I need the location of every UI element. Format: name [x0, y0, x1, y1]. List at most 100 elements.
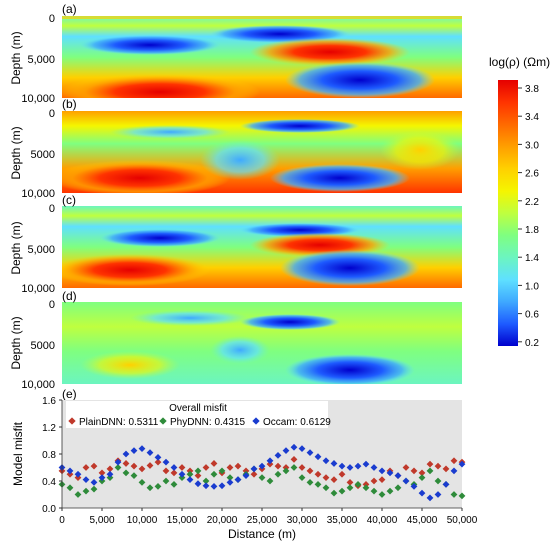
y-tick-label: 5,000	[27, 244, 55, 256]
data-point	[362, 484, 370, 492]
data-point	[82, 464, 90, 471]
y-tick-label: 10,000	[21, 379, 55, 391]
y-tick-label: 10,000	[21, 93, 55, 105]
panel-label: (d)	[62, 289, 77, 303]
data-point	[378, 467, 386, 475]
y-tick-label: 0.4	[42, 477, 56, 488]
data-point	[426, 460, 434, 468]
data-point	[370, 464, 378, 471]
data-point	[290, 464, 298, 471]
colorbar-tick-label: 0.6	[525, 310, 539, 321]
data-point	[386, 469, 394, 477]
legend-label: PhyDNN: 0.4315	[170, 417, 245, 428]
data-point	[210, 470, 218, 478]
legend-title: Overall misfit	[169, 403, 227, 414]
data-point	[378, 476, 386, 484]
data-point	[434, 491, 442, 498]
data-point	[146, 484, 154, 492]
data-point	[338, 487, 346, 495]
data-point	[242, 472, 250, 479]
data-point	[290, 443, 298, 451]
y-tick-label: 0	[49, 203, 55, 215]
x-tick-label: 50,000	[447, 515, 478, 526]
data-point	[298, 474, 306, 482]
data-point	[450, 457, 458, 465]
y-axis-title: Depth (m)	[9, 221, 23, 274]
data-point	[450, 491, 458, 498]
panel-b: (b) Depth (m) 0 5000 10,000	[9, 97, 462, 200]
y-tick-label: 5000	[31, 340, 55, 352]
legend-box	[66, 401, 328, 428]
data-point	[90, 478, 98, 486]
data-point	[450, 467, 458, 475]
data-point	[370, 487, 378, 495]
data-point	[82, 487, 90, 495]
colorbar-tick-label: 1.0	[525, 281, 539, 292]
data-point	[442, 480, 450, 488]
panel-b-image	[62, 111, 462, 193]
data-point	[138, 478, 146, 486]
panel-label: (c)	[62, 193, 76, 207]
data-point	[66, 484, 74, 492]
colorbar: log(ρ) (Ωm) 3.8 3.4 3.0 2.6 2.2 1.8 1.4 1.0 0.6 0…	[489, 55, 550, 349]
data-point	[402, 464, 410, 471]
data-point	[330, 489, 338, 497]
data-point	[394, 472, 402, 479]
data-point	[154, 458, 162, 466]
data-point	[234, 476, 242, 484]
legend: PlainDNN: 0.5311 PhyDNN: 0.4315 Occam: 0.6…	[68, 417, 331, 428]
panel-a: (a) Depth (m) 0 5,000 10,000	[9, 2, 462, 105]
data-point	[306, 449, 314, 457]
y-tick-label: 0.8	[42, 450, 56, 461]
y-tick-label: 0	[49, 299, 55, 311]
data-point	[282, 447, 290, 455]
data-point	[106, 470, 114, 478]
data-point	[330, 476, 338, 484]
data-point	[98, 469, 106, 477]
data-point	[130, 462, 138, 470]
colorbar-tick-label: 1.8	[525, 225, 539, 236]
data-point	[194, 472, 202, 479]
data-point	[226, 464, 234, 471]
data-point	[82, 476, 90, 484]
data-point	[354, 462, 362, 470]
panel-label: (e)	[62, 387, 77, 401]
data-point	[130, 447, 138, 455]
legend-label: PlainDNN: 0.5311	[79, 417, 159, 428]
x-tick-label: 20,000	[207, 515, 238, 526]
data-point	[66, 467, 74, 475]
data-point	[418, 474, 426, 482]
data-point	[274, 462, 282, 470]
x-axis: 0 5,000 10,000 15,000 20,000 25,000 30,000 35,0…	[59, 507, 478, 526]
panel-a-image	[62, 16, 462, 98]
colorbar-tick-label: 3.8	[525, 84, 539, 95]
x-tick-label: 0	[59, 515, 65, 526]
data-point	[306, 478, 314, 486]
data-point	[266, 477, 274, 485]
data-point	[338, 470, 346, 478]
legend-marker	[159, 417, 167, 425]
data-point	[258, 474, 266, 482]
data-point	[322, 457, 330, 465]
data-point	[266, 457, 274, 465]
x-tick-label: 5,000	[89, 515, 114, 526]
data-point	[122, 469, 130, 477]
data-point	[90, 462, 98, 470]
data-point	[186, 476, 194, 484]
data-point	[314, 470, 322, 478]
data-point	[298, 464, 306, 471]
y-tick-label: 1.6	[42, 396, 56, 407]
data-point	[378, 491, 386, 498]
data-point	[306, 467, 314, 475]
data-point	[218, 467, 226, 475]
data-point	[138, 445, 146, 452]
scatter-points	[58, 443, 466, 502]
panel-c: (c) Depth (m) 0 5,000 10,000	[9, 193, 462, 295]
y-tick-label: 1.2	[42, 423, 56, 434]
panel-d-image	[62, 302, 462, 384]
x-tick-label: 30,000	[287, 515, 318, 526]
legend-marker	[68, 417, 76, 425]
panel-label: (a)	[62, 2, 77, 16]
data-point	[458, 492, 466, 500]
x-axis-title: Distance (m)	[228, 527, 296, 541]
